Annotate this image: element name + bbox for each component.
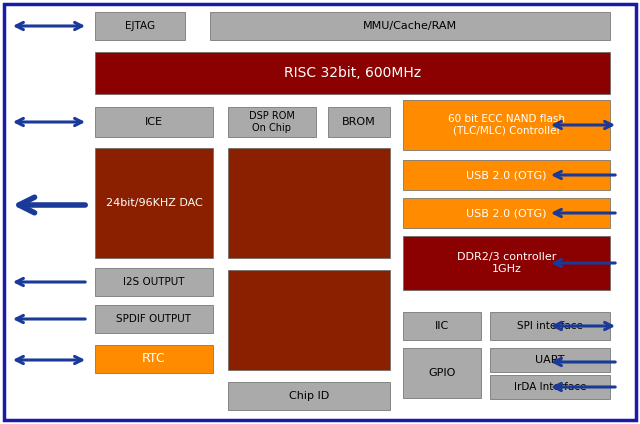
Text: RISC 32bit, 600MHz: RISC 32bit, 600MHz — [284, 66, 421, 80]
Text: BROM: BROM — [342, 117, 376, 127]
Text: ICE: ICE — [145, 117, 163, 127]
Bar — [95, 345, 213, 373]
Bar — [403, 100, 610, 150]
Bar — [403, 236, 610, 290]
Text: USB 2.0 (OTG): USB 2.0 (OTG) — [467, 208, 547, 218]
Text: DSP ROM
On Chip: DSP ROM On Chip — [249, 111, 295, 133]
Text: IrDA Interface: IrDA Interface — [514, 382, 586, 392]
Text: RTC: RTC — [142, 352, 166, 365]
Bar — [95, 268, 213, 296]
Bar — [328, 107, 390, 137]
Text: USB 2.0 (OTG): USB 2.0 (OTG) — [467, 170, 547, 180]
Bar — [95, 52, 610, 94]
Bar — [490, 348, 610, 372]
Text: 60 bit ECC NAND flash
(TLC/MLC) Controller: 60 bit ECC NAND flash (TLC/MLC) Controll… — [448, 114, 565, 136]
Text: MMU/Cache/RAM: MMU/Cache/RAM — [363, 21, 457, 31]
Bar — [490, 375, 610, 399]
Bar — [403, 160, 610, 190]
Text: DDR2/3 controller
1GHz: DDR2/3 controller 1GHz — [457, 252, 556, 274]
Bar — [228, 107, 316, 137]
Bar — [95, 305, 213, 333]
Text: 24bit/96KHZ DAC: 24bit/96KHZ DAC — [106, 198, 202, 208]
Text: EJTAG: EJTAG — [125, 21, 155, 31]
Bar — [95, 148, 213, 258]
Bar — [95, 12, 185, 40]
Bar — [228, 382, 390, 410]
Bar — [210, 12, 610, 40]
Bar — [403, 312, 481, 340]
Text: UART: UART — [535, 355, 564, 365]
Text: SPDIF OUTPUT: SPDIF OUTPUT — [116, 314, 191, 324]
Bar — [403, 198, 610, 228]
Bar — [403, 348, 481, 398]
Text: SPI interface: SPI interface — [517, 321, 583, 331]
Bar — [490, 312, 610, 340]
Text: GPIO: GPIO — [428, 368, 456, 378]
Bar — [228, 148, 390, 258]
Text: Chip ID: Chip ID — [289, 391, 329, 401]
Text: I2S OUTPUT: I2S OUTPUT — [124, 277, 185, 287]
Bar — [228, 270, 390, 370]
Text: IIC: IIC — [435, 321, 449, 331]
Bar — [95, 107, 213, 137]
